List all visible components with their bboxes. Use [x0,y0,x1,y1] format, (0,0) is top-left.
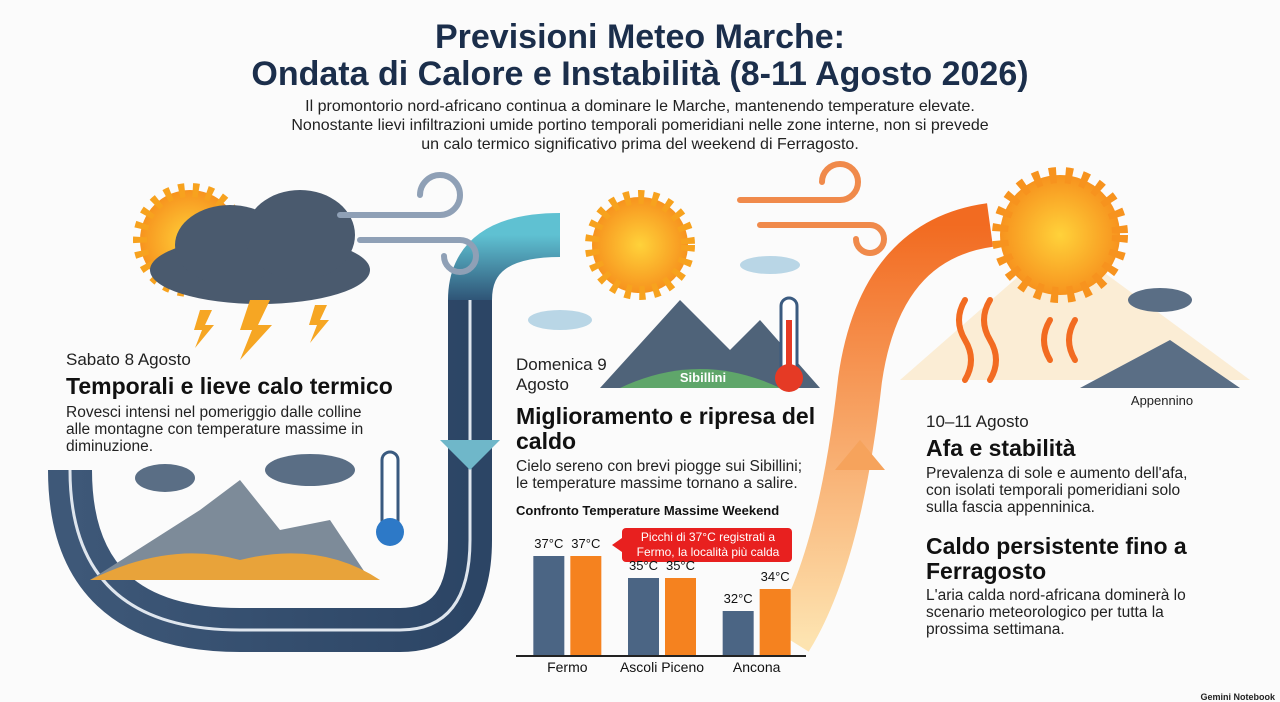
annotation-pointer [612,538,622,552]
bar [628,578,659,655]
footer: Gemini Notebook [1200,692,1275,702]
bar [665,578,696,655]
section-heading: Caldo persistente fino a Ferragosto [926,533,1187,584]
place-label: Sibillini [680,370,726,385]
value-label: 35°C [666,558,695,573]
cloud [740,256,800,274]
section-date: 10–11 Agosto [926,412,1029,431]
bar [533,556,565,655]
section-text: Cielo sereno con brevi piogge sui Sibill… [516,458,803,492]
thermometer-fill [786,320,792,380]
arc [448,213,561,302]
bar [570,556,602,655]
value-label: 34°C [761,569,790,584]
mountain [1080,340,1240,388]
heat-waves [956,297,1078,383]
chart-title: Confronto Temperature Massime Weekend [516,503,779,518]
annotation-text: Picchi di 37°C registrati a Fermo, la lo… [636,530,780,559]
title: Previsioni Meteo Marche: [434,18,845,56]
x-tick-label: Ascoli Piceno [620,659,704,675]
annotation: Picchi di 37°C registrati a Fermo, la lo… [636,530,780,559]
sun [585,190,695,300]
section-text: Rovesci intensi nel pomeriggio dalle col… [66,404,364,455]
arrow [835,440,885,470]
thermometer-bulb [775,364,803,392]
section-date: Sabato 8 Agosto [66,350,191,369]
hill [620,369,780,388]
annotation-box [622,528,792,562]
arrow [440,440,500,470]
value-label: 37°C [571,536,600,551]
place-label: Appennino [1131,393,1193,408]
section-heading: Miglioramento e ripresa del caldo [516,403,816,454]
wind [737,161,887,256]
cloud [528,310,592,330]
value-label: 35°C [629,558,658,573]
intro: Il promontorio nord-africano continua a … [291,98,989,153]
section-text: Prevalenza di sole e aumento dell'afa, c… [926,465,1188,516]
arc-line [68,300,472,632]
section-heading: Afa e stabilità [926,435,1076,461]
storm-cloud [150,190,370,304]
section-heading: Temporali e lieve calo termico [66,373,393,399]
mountain [600,300,820,388]
lightning [194,300,329,360]
x-tick-label: Fermo [547,659,588,675]
arc [771,203,994,652]
x-tick-label: Ancona [733,659,781,675]
hill [90,553,380,580]
value-label: 37°C [534,536,563,551]
section-text: L'aria calda nord-africana dominerà lo s… [926,587,1186,638]
value-label: 32°C [724,591,753,606]
cloud [1128,288,1192,312]
cloud [135,464,195,492]
wind [337,172,479,275]
bar [722,611,754,655]
sun [992,167,1128,303]
bar [759,589,791,655]
title: Ondata di Calore e Instabilità (8-11 Ago… [251,55,1029,93]
section-date: Domenica 9 Agosto [516,355,607,394]
cloud [265,454,355,486]
thermometer-bulb [376,518,404,546]
